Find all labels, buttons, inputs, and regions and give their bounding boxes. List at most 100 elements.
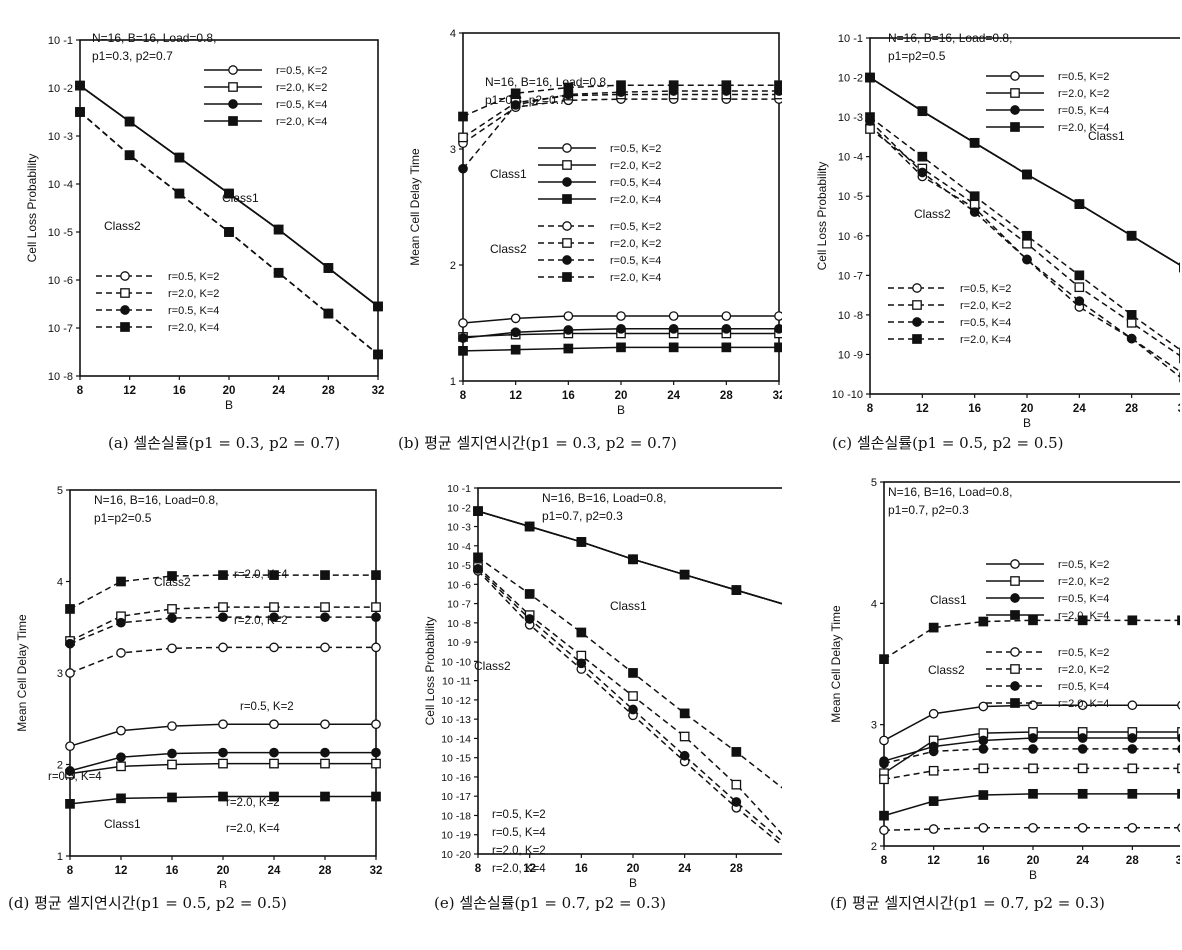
point-class1-r05k4-24 <box>1077 733 1088 743</box>
y-tick-label: 3 <box>871 720 877 732</box>
point-class2-r20k4-8 <box>458 111 468 122</box>
point-class2-r05k4-28 <box>320 612 330 623</box>
point-class1-r20k2-32 <box>1177 727 1180 737</box>
legend-class1-r20k4-marker <box>228 116 238 126</box>
point-class1-r20k4-12 <box>510 344 521 355</box>
point-class2-r20k2-24 <box>1077 763 1088 774</box>
point-class2-r20k4-28 <box>323 308 334 319</box>
x-axis-label: B <box>1023 416 1031 428</box>
y-tick-label: 10 -2 <box>48 83 73 95</box>
point-class1-r05k2-20 <box>616 311 626 321</box>
legend-class2-r05k2-label: r=0.5, K=2 <box>960 283 1011 295</box>
point-class2-r05k4-20 <box>628 704 638 715</box>
legend-class2-r20k2-label: r=2.0, K=2 <box>960 300 1011 312</box>
point-class1-r05k2-8 <box>65 741 75 752</box>
point-class1-r20k4-8 <box>75 80 85 91</box>
legend-class2-r20k4-label: r=2.0, K=4 <box>168 322 219 334</box>
point-class2-r20k4-32 <box>373 349 383 360</box>
legend-class1-r05k4-label: r=0.5, K=4 <box>1058 105 1109 117</box>
point-class2-r20k4-28 <box>320 570 330 580</box>
point-class2-r05k4-32 <box>371 612 381 623</box>
point-class2-r20k2-32 <box>371 602 381 612</box>
legend-class2-r20k2-label: r=2.0, K=2 <box>610 238 661 250</box>
point-class1-r20k2-32 <box>371 758 381 769</box>
point-class1-r20k4-20 <box>1028 788 1038 799</box>
x-tick-label: 8 <box>867 403 874 415</box>
point-class2-r20k4-28 <box>721 80 732 91</box>
x-tick-label: 20 <box>223 385 236 397</box>
legend-class2-r05k2-label: r=0.5, K=2 <box>168 271 219 283</box>
point-class1-r05k2-24 <box>668 311 679 321</box>
y-tick-label: 10 -5 <box>838 191 863 203</box>
point-class2-r20k2-8 <box>458 132 468 143</box>
params-line-1: N=16, B=16, Load=0.8, <box>888 485 1012 499</box>
point-class1-r05k4-20 <box>616 323 626 334</box>
point-class1-r20k4-24 <box>1077 788 1088 799</box>
legend-class2-r20k2-marker <box>120 288 130 298</box>
point-class1-r20k4-28 <box>721 342 732 353</box>
point-class1-r05k2-8 <box>458 318 468 328</box>
x-tick-label: 28 <box>1126 855 1139 867</box>
point-class1-r20k4-20 <box>616 342 626 353</box>
x-tick-label: 32 <box>1178 403 1180 415</box>
point-class1-r20k4-28 <box>731 585 742 595</box>
legend-class1-r20k2-label: r=2.0, K=2 <box>1058 576 1109 588</box>
x-axis-label: B <box>629 876 637 888</box>
class-label-class1: Class1 <box>1088 129 1125 143</box>
point-class1-r20k4-32 <box>373 301 383 312</box>
x-tick-label: 32 <box>370 865 383 877</box>
x-tick-label: 24 <box>268 865 281 877</box>
point-class1-r20k4-20 <box>218 791 228 802</box>
point-class1-r20k4-20 <box>1022 169 1032 180</box>
point-class1-r05k4-20 <box>1028 733 1038 743</box>
legend-class1-r20k2-label: r=2.0, K=2 <box>610 160 661 172</box>
point-class2-r20k2-20 <box>1028 763 1038 774</box>
point-class2-r20k4-24 <box>269 570 279 580</box>
y-tick-label: 4 <box>57 577 63 589</box>
point-class2-r20k4-16 <box>563 82 574 93</box>
point-class1-r05k4-12 <box>116 752 126 763</box>
params-line-2: p1=0.7, p2=0.3 <box>542 509 623 523</box>
y-tick-label: 1 <box>450 376 456 388</box>
point-class2-r20k2-16 <box>978 763 989 774</box>
chart-f: 2 3 4 5 8 12 16 20 24 28 32 B Mean Cell Delay Time N=… <box>829 477 1180 882</box>
y-tick-label: 4 <box>450 28 456 40</box>
point-class2-r20k4-16 <box>167 571 177 581</box>
point-class2-r05k2-8 <box>879 825 889 836</box>
point-class2-r05k2-20 <box>1028 822 1038 833</box>
y-tick-label: 10 -8 <box>838 310 863 322</box>
point-class2-r20k4-20 <box>1028 615 1038 626</box>
point-class1-r20k4-8 <box>473 506 483 516</box>
x-tick-label: 28 <box>720 390 733 402</box>
point-class2-r20k4-8 <box>65 604 75 614</box>
point-class2-r20k4-20 <box>628 668 638 678</box>
point-class1-r20k4-12 <box>928 796 939 806</box>
x-tick-label: 32 <box>372 385 384 397</box>
point-class2-r20k4-24 <box>1074 270 1085 281</box>
legend-class2-r05k2-marker <box>912 283 922 293</box>
params-line-2: p1=0.7, p2=0.3 <box>888 503 969 517</box>
point-class2-r05k2-8 <box>65 668 75 678</box>
x-tick-label: 28 <box>1125 403 1138 415</box>
legend-class1-r20k2-marker <box>1010 88 1020 98</box>
point-class2-r05k4-24 <box>1074 296 1085 306</box>
x-tick-label: 20 <box>627 863 640 875</box>
point-class2-r20k2-24 <box>1074 282 1085 293</box>
y-tick-label: 10 -10 <box>832 389 863 401</box>
annotation-label: r=0.5, K=2 <box>492 809 546 821</box>
y-tick-label: 10 -19 <box>441 830 471 842</box>
x-tick-label: 20 <box>217 865 230 877</box>
class-label-class1: Class1 <box>930 593 967 607</box>
point-class2-r20k4-20 <box>616 80 626 91</box>
x-tick-label: 28 <box>730 863 743 875</box>
point-class1-r20k4-16 <box>978 790 989 800</box>
x-tick-label: 16 <box>968 403 981 415</box>
x-axis-label: B <box>219 878 227 888</box>
legend-class1-r20k2-marker <box>562 160 572 170</box>
point-class2-r20k2-20 <box>628 691 638 701</box>
point-class1-r20k4-24 <box>668 342 679 353</box>
point-class2-r05k2-16 <box>978 822 989 833</box>
point-class1-r20k2-28 <box>320 758 330 769</box>
legend-class2-r05k2-marker <box>1010 647 1020 657</box>
legend-class2-r05k4-label: r=0.5, K=4 <box>960 317 1011 329</box>
